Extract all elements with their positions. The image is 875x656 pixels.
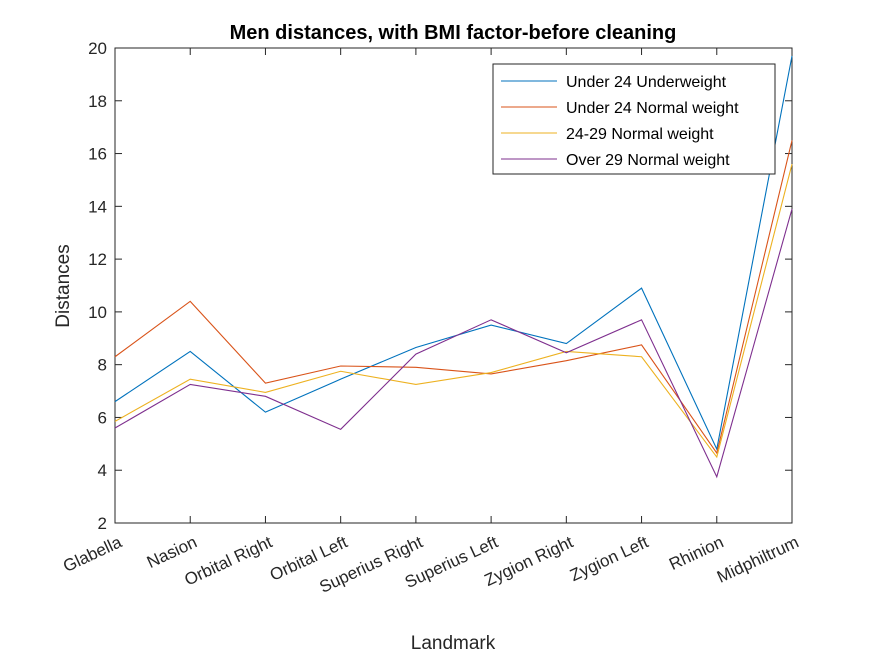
- y-tick-label: 4: [98, 461, 107, 480]
- x-tick-label: Midphiltrum: [714, 532, 802, 586]
- y-tick-label: 20: [88, 39, 107, 58]
- y-tick-label: 14: [88, 197, 107, 216]
- y-tick-label: 12: [88, 250, 107, 269]
- series-line-3: [114, 163, 793, 459]
- y-tick-label: 16: [88, 145, 107, 164]
- y-tick-label: 10: [88, 303, 107, 322]
- legend: Under 24 Underweight Under 24 Normal weig…: [492, 63, 776, 175]
- legend-label: Under 24 Underweight: [566, 74, 727, 91]
- x-tick-label: Nasion: [144, 532, 200, 572]
- legend-box: [492, 63, 776, 175]
- x-tick-label: Glabella: [60, 532, 125, 576]
- legend-label: 24-29 Normal weight: [566, 126, 714, 143]
- legend-label: Under 24 Normal weight: [566, 100, 739, 117]
- x-axis-label: Landmark: [411, 633, 496, 654]
- series-line-4: [114, 208, 793, 479]
- y-tick-label: 18: [88, 92, 107, 111]
- series-line-1: [114, 55, 793, 451]
- y-tick-label: 8: [98, 356, 107, 375]
- x-tick-label: Zygion Left: [567, 532, 652, 585]
- chart-title: Men distances, with BMI factor-before cl…: [230, 22, 677, 44]
- y-tick-label: 6: [98, 408, 107, 427]
- y-tick-label: 2: [98, 514, 107, 533]
- legend-label: Over 29 Normal weight: [566, 152, 730, 169]
- y-axis-label: Distances: [53, 244, 74, 327]
